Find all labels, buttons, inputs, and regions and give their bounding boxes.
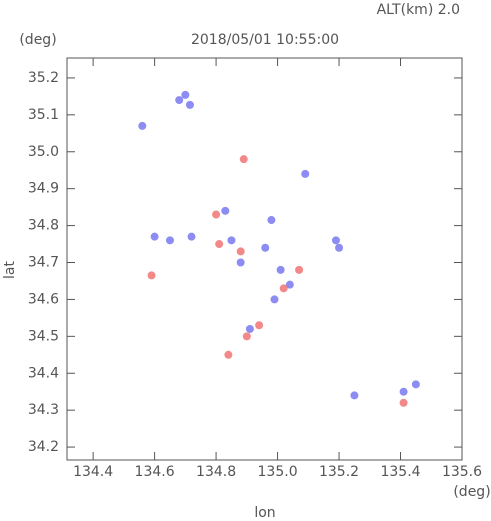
echo-point bbox=[175, 96, 184, 105]
y-axis-label: lat bbox=[2, 261, 18, 279]
echo-point bbox=[236, 247, 245, 256]
echo-point bbox=[267, 216, 276, 225]
x-axis-label: lon bbox=[254, 505, 275, 521]
y-tick-label: 34.7 bbox=[28, 255, 59, 271]
echo-point bbox=[335, 243, 344, 252]
y-tick-label: 35.1 bbox=[28, 107, 59, 123]
echo-point bbox=[276, 265, 285, 274]
x-tick-label: 134.4 bbox=[73, 464, 113, 480]
chart-title: 2018/05/01 10:55:00 bbox=[191, 32, 339, 48]
x-tick-label: 134.8 bbox=[196, 464, 236, 480]
echo-point bbox=[185, 100, 194, 109]
echo-point bbox=[239, 155, 248, 164]
echo-point bbox=[147, 271, 156, 280]
y-tick-label: 34.8 bbox=[28, 218, 59, 234]
echo-point bbox=[295, 265, 304, 274]
x-tick-label: 135.4 bbox=[380, 464, 420, 480]
x-tick-label: 135.2 bbox=[319, 464, 359, 480]
y-tick-label: 34.9 bbox=[28, 181, 59, 197]
echo-point bbox=[331, 236, 340, 245]
echo-point bbox=[138, 121, 147, 130]
x-tick-label: 135.0 bbox=[258, 464, 298, 480]
x-tick-label: 135.6 bbox=[442, 464, 482, 480]
echo-point bbox=[285, 280, 294, 289]
y-tick-label: 35.2 bbox=[28, 70, 59, 86]
echo-point bbox=[236, 258, 245, 267]
echo-point bbox=[227, 236, 236, 245]
y-tick-label: 35.0 bbox=[28, 144, 59, 160]
altitude-label: ALT(km) 2.0 bbox=[377, 2, 460, 18]
y-tick-label: 34.6 bbox=[28, 291, 59, 307]
echo-point bbox=[242, 332, 251, 341]
echo-point bbox=[399, 387, 408, 396]
y-tick-label: 34.2 bbox=[28, 439, 59, 455]
echo-point bbox=[187, 232, 196, 241]
echo-point bbox=[181, 90, 190, 99]
echo-point bbox=[215, 240, 224, 249]
echo-point bbox=[224, 350, 233, 359]
echo-point bbox=[411, 380, 420, 389]
echo-point bbox=[150, 232, 159, 241]
echo-point bbox=[399, 398, 408, 407]
echo-point bbox=[255, 321, 264, 330]
x-tick-label: 134.6 bbox=[135, 464, 175, 480]
echo-point bbox=[270, 295, 279, 304]
echo-point bbox=[212, 210, 221, 219]
echo-point bbox=[301, 169, 310, 178]
echo-point bbox=[245, 324, 254, 333]
echo-point bbox=[165, 236, 174, 245]
echo-point bbox=[261, 243, 270, 252]
y-unit: (deg) bbox=[19, 32, 56, 48]
echo-point bbox=[350, 391, 359, 400]
y-tick-label: 34.5 bbox=[28, 328, 59, 344]
x-unit: (deg) bbox=[453, 484, 490, 500]
y-tick-label: 34.4 bbox=[28, 365, 59, 381]
echo-point bbox=[221, 206, 230, 215]
echo-point bbox=[279, 284, 288, 293]
y-tick-label: 34.3 bbox=[28, 402, 59, 418]
plot-frame bbox=[66, 57, 463, 461]
